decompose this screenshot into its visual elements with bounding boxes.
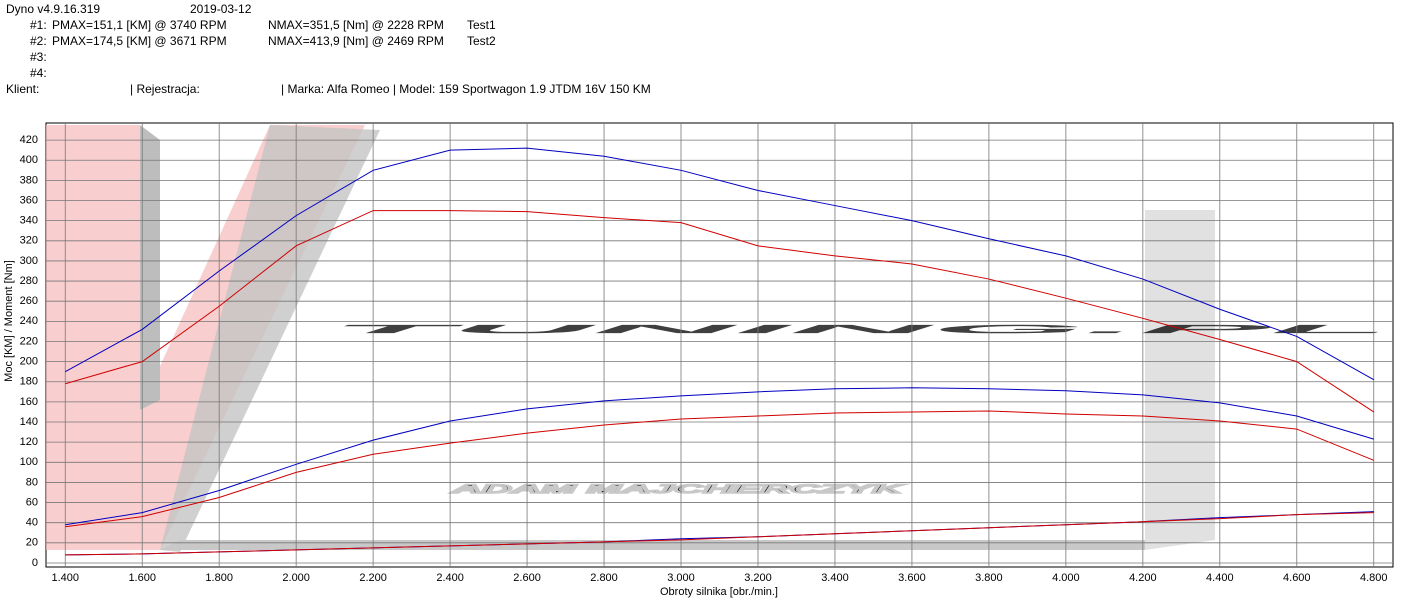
date: 2019-03-12 bbox=[190, 2, 252, 16]
run-id: #4: bbox=[30, 66, 47, 80]
x-tick-label: 4.600 bbox=[1283, 572, 1311, 584]
y-tick-label: 160 bbox=[20, 396, 38, 408]
client: Klient: bbox=[6, 82, 39, 96]
watermark-logo: TUNING.PL bbox=[330, 322, 1390, 336]
y-tick-label: 240 bbox=[20, 315, 38, 327]
registration: | Rejestracja: bbox=[130, 82, 200, 96]
y-tick-label: 360 bbox=[20, 194, 38, 206]
y-tick-label: 340 bbox=[20, 215, 38, 227]
run-id: #1: bbox=[30, 18, 47, 32]
y-tick-label: 100 bbox=[20, 456, 38, 468]
y-axis-label: Moc [KM] / Moment [Nm] bbox=[3, 260, 15, 382]
y-tick-label: 20 bbox=[26, 537, 38, 549]
y-tick-label: 280 bbox=[20, 275, 38, 287]
run-pmax: PMAX=151,1 [KM] @ 3740 RPM bbox=[52, 18, 227, 32]
x-tick-label: 2.000 bbox=[282, 572, 310, 584]
x-tick-label: 2.400 bbox=[436, 572, 464, 584]
y-tick-label: 400 bbox=[20, 154, 38, 166]
watermark-name: ADAM MAJCHERCZYK bbox=[449, 482, 907, 496]
run-pmax: PMAX=174,5 [KM] @ 3671 RPM bbox=[52, 34, 227, 48]
x-tick-label: 3.400 bbox=[821, 572, 849, 584]
y-tick-label: 140 bbox=[20, 416, 38, 428]
y-tick-label: 0 bbox=[32, 557, 38, 569]
x-tick-label: 3.000 bbox=[667, 572, 695, 584]
x-tick-label: 4.200 bbox=[1129, 572, 1157, 584]
run-id: #2: bbox=[30, 34, 47, 48]
run-id: #3: bbox=[30, 50, 47, 64]
y-tick-label: 380 bbox=[20, 174, 38, 186]
y-tick-label: 320 bbox=[20, 235, 38, 247]
x-tick-label: 4.400 bbox=[1206, 572, 1234, 584]
y-tick-label: 80 bbox=[26, 476, 38, 488]
run-test: Test2 bbox=[467, 34, 496, 48]
x-axis-label: Obroty silnika [obr./min.] bbox=[660, 586, 778, 598]
x-tick-label: 2.200 bbox=[359, 572, 387, 584]
series-line bbox=[65, 147, 1375, 381]
run-nmax: NMAX=413,9 [Nm] @ 2469 RPM bbox=[268, 34, 444, 48]
run-nmax: NMAX=351,5 [Nm] @ 2228 RPM bbox=[268, 18, 444, 32]
series-line bbox=[65, 410, 1374, 528]
y-tick-label: 60 bbox=[26, 496, 38, 508]
y-tick-label: 120 bbox=[20, 436, 38, 448]
series-line bbox=[65, 387, 1374, 526]
vehicle: | Marka: Alfa Romeo | Model: 159 Sportwa… bbox=[281, 82, 651, 96]
x-tick-label: 4.000 bbox=[1052, 572, 1080, 584]
y-tick-label: 180 bbox=[20, 376, 38, 388]
run-test: Test1 bbox=[467, 18, 496, 32]
app-version: Dyno v4.9.16.319 bbox=[6, 2, 100, 16]
x-tick-label: 2.800 bbox=[590, 572, 618, 584]
series-line bbox=[65, 512, 1374, 556]
x-tick-label: 3.600 bbox=[898, 572, 926, 584]
x-tick-label: 3.200 bbox=[744, 572, 772, 584]
x-tick-label: 1.400 bbox=[51, 572, 79, 584]
y-tick-label: 420 bbox=[20, 134, 38, 146]
y-tick-label: 200 bbox=[20, 356, 38, 368]
x-tick-label: 1.800 bbox=[205, 572, 233, 584]
x-tick-label: 2.600 bbox=[513, 572, 541, 584]
y-tick-label: 260 bbox=[20, 295, 38, 307]
y-tick-label: 220 bbox=[20, 335, 38, 347]
x-tick-label: 3.800 bbox=[975, 572, 1003, 584]
y-tick-label: 300 bbox=[20, 255, 38, 267]
x-tick-label: 1.600 bbox=[128, 572, 156, 584]
watermark: TUNING.PL ADAM MAJCHERCZYK bbox=[46, 125, 1390, 552]
x-tick-label: 4.800 bbox=[1360, 572, 1388, 584]
series-line bbox=[65, 210, 1375, 413]
y-tick-label: 40 bbox=[26, 517, 38, 529]
